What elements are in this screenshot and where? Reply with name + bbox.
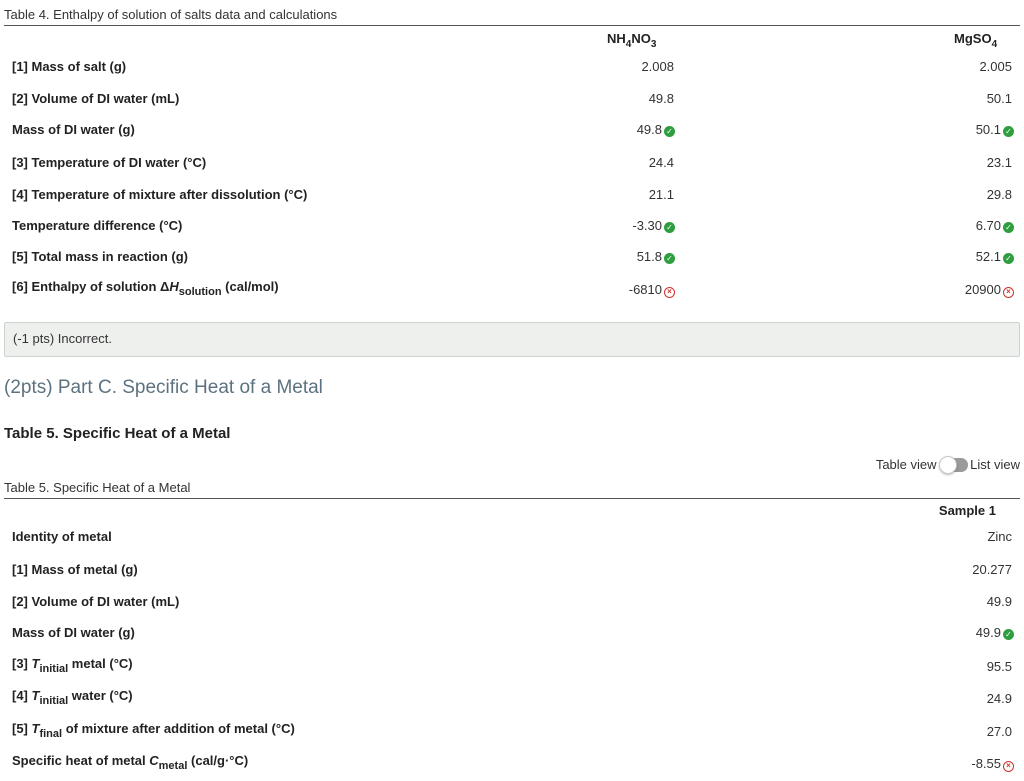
feedback-text: (-1 pts) Incorrect. — [13, 331, 112, 346]
mgso4-value: 23.1 — [986, 155, 1012, 170]
nh4no3-value: 49.8 ✓ — [637, 122, 675, 137]
list-view-label[interactable]: List view — [970, 457, 1020, 472]
check-circle-icon: ✓ — [664, 222, 675, 233]
x-circle-icon: × — [664, 287, 675, 298]
view-toggle-switch[interactable] — [939, 456, 969, 474]
table4-row: [1] Mass of salt (g) 2.008 2.005 — [4, 59, 1020, 89]
mgso4-value: 50.1 ✓ — [976, 122, 1014, 137]
table4-col-nh4no3: NH4NO3 — [607, 31, 657, 50]
row-label: [2] Volume of DI water (mL) — [12, 91, 180, 106]
table5-title: Table 5. Specific Heat of a Metal — [4, 425, 231, 442]
table4-row: [4] Temperature of mixture after dissolu… — [4, 187, 1020, 217]
mgso4-value: 52.1 ✓ — [976, 249, 1014, 264]
nh4no3-value: -3.30 ✓ — [632, 218, 675, 233]
table5-row: [1] Mass of metal (g) 20.277 — [4, 562, 1020, 592]
table5-top-rule — [4, 498, 1020, 499]
row-label: Mass of DI water (g) — [12, 122, 135, 137]
nh4no3-value: 21.1 — [648, 187, 674, 202]
table5-caption: Table 5. Specific Heat of a Metal — [4, 480, 191, 495]
row-label: [4] Temperature of mixture after dissolu… — [12, 187, 308, 202]
sample1-value: 24.9 — [986, 691, 1012, 706]
nh4no3-value: 24.4 — [648, 155, 674, 170]
x-circle-icon: × — [1003, 761, 1014, 772]
table4-col-mgso4: MgSO4 — [954, 31, 998, 50]
table4-row: [6] Enthalpy of solution ΔHsolution (cal… — [4, 279, 1020, 309]
view-toggle-group: Table view List view — [875, 456, 1020, 474]
row-label: [1] Mass of salt (g) — [12, 59, 127, 74]
sample1-value: 27.0 — [986, 724, 1012, 739]
nh4no3-value: 49.8 — [648, 91, 674, 106]
check-circle-icon: ✓ — [664, 126, 675, 137]
table4-caption: Table 4. Enthalpy of solution of salts d… — [4, 7, 338, 22]
check-circle-icon: ✓ — [1003, 222, 1014, 233]
table4-row: Temperature difference (°C) -3.30 ✓ 6.70 ✓ — [4, 218, 1020, 248]
sample1-value: Zinc — [987, 529, 1012, 544]
table5-row: [4] Tinitial water (°C) 24.9 — [4, 688, 1020, 718]
part-c-heading: (2pts) Part C. Specific Heat of a Metal — [4, 377, 323, 398]
check-circle-icon: ✓ — [1003, 126, 1014, 137]
row-label: [2] Volume of DI water (mL) — [12, 594, 180, 609]
sample1-value: -8.55 × — [971, 756, 1014, 772]
mgso4-value: 50.1 — [986, 91, 1012, 106]
mgso4-value: 29.8 — [986, 187, 1012, 202]
table5-row: [2] Volume of DI water (mL) 49.9 — [4, 594, 1020, 624]
table5-row: [3] Tinitial metal (°C) 95.5 — [4, 656, 1020, 686]
table5-col-sample1: Sample 1 — [938, 503, 996, 518]
row-label: [5] Total mass in reaction (g) — [12, 249, 189, 264]
row-label: Temperature difference (°C) — [12, 218, 183, 233]
sample1-value: 49.9 — [986, 594, 1012, 609]
mgso4-value: 20900 × — [965, 282, 1014, 298]
toggle-knob — [939, 456, 958, 474]
table5-row: Specific heat of metal Cmetal (cal/g·°C)… — [4, 753, 1020, 781]
mgso4-value: 2.005 — [979, 59, 1012, 74]
table-view-label[interactable]: Table view — [875, 457, 937, 472]
sample1-value: 49.9 ✓ — [976, 625, 1014, 640]
x-circle-icon: × — [1003, 287, 1014, 298]
nh4no3-value: 51.8 ✓ — [637, 249, 675, 264]
table5-row: Mass of DI water (g) 49.9 ✓ — [4, 625, 1020, 655]
mgso4-value: 6.70 ✓ — [976, 218, 1014, 233]
table4-top-rule — [4, 25, 1020, 26]
row-label: Mass of DI water (g) — [12, 625, 135, 640]
row-label: [4] Tinitial water (°C) — [12, 688, 133, 707]
row-label: Specific heat of metal Cmetal (cal/g·°C) — [12, 753, 249, 772]
row-label: [5] Tfinal of mixture after addition of … — [12, 721, 295, 740]
table4-row: [5] Total mass in reaction (g) 51.8 ✓ 52.… — [4, 249, 1020, 279]
row-label: [1] Mass of metal (g) — [12, 562, 138, 577]
check-circle-icon: ✓ — [664, 253, 675, 264]
table4-row: Mass of DI water (g) 49.8 ✓ 50.1 ✓ — [4, 122, 1020, 152]
row-label: [3] Tinitial metal (°C) — [12, 656, 133, 675]
row-label: Identity of metal — [12, 529, 112, 544]
row-label: [3] Temperature of DI water (°C) — [12, 155, 207, 170]
nh4no3-value: 2.008 — [641, 59, 674, 74]
check-circle-icon: ✓ — [1003, 253, 1014, 264]
sample1-value: 20.277 — [972, 562, 1012, 577]
table4-row: [3] Temperature of DI water (°C) 24.4 23… — [4, 155, 1020, 185]
table5-row: [5] Tfinal of mixture after addition of … — [4, 721, 1020, 751]
nh4no3-value: -6810 × — [629, 282, 675, 298]
check-circle-icon: ✓ — [1003, 629, 1014, 640]
table5-row: Identity of metal Zinc — [4, 529, 1020, 559]
sample1-value: 95.5 — [986, 659, 1012, 674]
table4-row: [2] Volume of DI water (mL) 49.8 50.1 — [4, 91, 1020, 121]
row-label: [6] Enthalpy of solution ΔHsolution (cal… — [12, 279, 279, 298]
feedback-box: (-1 pts) Incorrect. — [4, 322, 1020, 357]
